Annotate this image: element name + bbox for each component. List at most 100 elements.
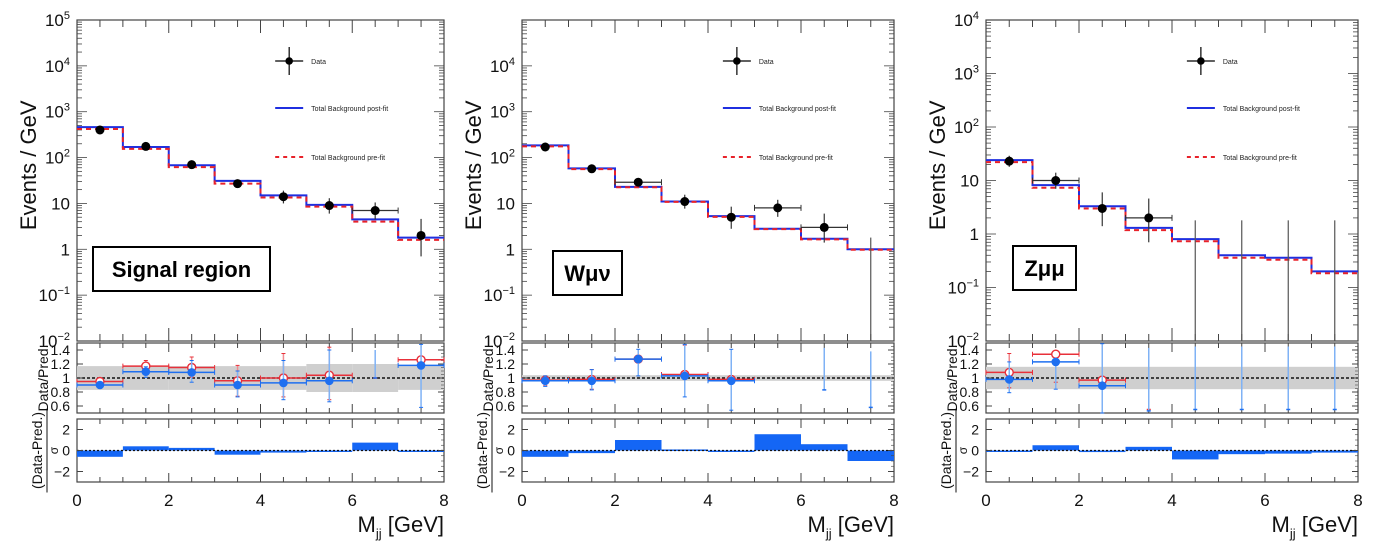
y-tick-exponent: 4 bbox=[64, 56, 70, 68]
pull-bar bbox=[260, 450, 307, 453]
y-tick-exponent: −2 bbox=[502, 331, 515, 343]
pull-bar bbox=[568, 450, 615, 454]
region-label: Wμν bbox=[552, 250, 623, 296]
prefit-histogram bbox=[77, 127, 444, 241]
pull-bar bbox=[986, 450, 1033, 452]
ratio-postfit-point-marker bbox=[416, 361, 426, 370]
x-axis-title: Mjj [GeV] bbox=[358, 512, 444, 541]
ratio-y-axis-title: Data/Pred. bbox=[35, 345, 51, 412]
y-tick-base: 10 bbox=[45, 103, 64, 122]
ratio-postfit-point-marker bbox=[1097, 381, 1107, 391]
pull-y-title-denominator: σ bbox=[956, 446, 970, 454]
legend-label-data: Data bbox=[759, 59, 774, 66]
data-marker bbox=[1097, 203, 1107, 213]
pull-y-tick-label: −2 bbox=[54, 464, 70, 480]
data-point bbox=[95, 125, 105, 135]
data-marker bbox=[540, 142, 550, 152]
data-point bbox=[324, 198, 334, 214]
pull-bar bbox=[1172, 450, 1219, 460]
pull-y-title-numerator: (Data-Pred.) bbox=[474, 412, 490, 489]
y-tick-base: 10 bbox=[490, 57, 509, 76]
y-tick-base: 10 bbox=[39, 286, 58, 305]
pull-bar bbox=[1079, 450, 1126, 453]
pull-pad: −202(Data-Pred.) σ bbox=[938, 408, 1359, 493]
ratio-postfit-point bbox=[661, 343, 709, 398]
pull-bar bbox=[168, 447, 215, 451]
ratio-postfit-point bbox=[868, 351, 873, 409]
ratio-y-tick-label: 0.6 bbox=[960, 398, 980, 414]
ratio-y-tick-label: 1.4 bbox=[51, 342, 71, 358]
y-tick-label: 104 bbox=[490, 56, 515, 76]
pull-bar bbox=[801, 444, 848, 451]
y-tick-base: 10 bbox=[954, 118, 973, 137]
pull-bar bbox=[352, 442, 399, 451]
x-tick-label: 0 bbox=[981, 491, 990, 510]
pull-bar bbox=[708, 450, 755, 452]
legend-entry-prefit: Total Background pre-fit bbox=[722, 155, 833, 162]
ratio-postfit-point-marker bbox=[540, 376, 550, 386]
ratio-postfit-point-marker bbox=[325, 376, 334, 386]
x-tick-label: 6 bbox=[1260, 491, 1269, 510]
x-axis-title-unit: [GeV] bbox=[382, 512, 444, 537]
y-tick-base: 10 bbox=[490, 149, 509, 168]
legend: Data Total Background post-fit Total Backg… bbox=[275, 47, 388, 162]
data-point bbox=[1032, 172, 1080, 189]
x-axis-title-unit: [GeV] bbox=[832, 512, 894, 537]
data-point bbox=[587, 164, 597, 174]
y-tick-base: 1 bbox=[506, 240, 515, 259]
pull-pad: −202(Data-Pred.) σ bbox=[474, 408, 895, 493]
y-tick-label: 103 bbox=[490, 102, 515, 122]
pull-bar bbox=[306, 450, 353, 452]
data-point bbox=[680, 194, 690, 209]
region-label-box bbox=[1012, 245, 1077, 291]
y-tick-exponent: 5 bbox=[64, 10, 70, 22]
data-point bbox=[1097, 192, 1107, 227]
ratio-postfit-point-marker bbox=[633, 354, 643, 364]
data-marker bbox=[141, 141, 151, 151]
y-tick-exponent: −2 bbox=[966, 331, 979, 343]
pull-pad: −202(Data-Pred.) σ bbox=[29, 408, 445, 493]
x-tick-label: 4 bbox=[1167, 491, 1176, 510]
y-axis-title: Events / GeV bbox=[16, 100, 41, 230]
ratio-postfit-point-marker bbox=[1004, 375, 1014, 384]
data-marker bbox=[587, 164, 597, 174]
legend-data-marker bbox=[1197, 57, 1205, 65]
y-tick-label: 10−1 bbox=[39, 285, 70, 305]
pull-bar bbox=[847, 450, 894, 461]
data-marker bbox=[1051, 176, 1061, 185]
pull-bar bbox=[1265, 450, 1312, 454]
y-tick-exponent: 4 bbox=[973, 10, 979, 22]
region-label-text: Wμν bbox=[564, 261, 610, 286]
x-tick-label: 6 bbox=[796, 491, 805, 510]
ratio-postfit-point bbox=[822, 347, 827, 391]
x-tick-label: 2 bbox=[1074, 491, 1083, 510]
y-tick-base: 10 bbox=[948, 332, 967, 351]
data-marker bbox=[370, 206, 380, 216]
y-tick-exponent: −1 bbox=[502, 285, 515, 297]
y-tick-base: 10 bbox=[948, 279, 967, 298]
legend-entry-postfit: Total Background post-fit bbox=[1186, 106, 1300, 113]
y-tick-label: 10−2 bbox=[484, 331, 515, 351]
ratio-postfit-point bbox=[397, 343, 445, 408]
pull-bar bbox=[615, 440, 662, 451]
y-tick-label: 102 bbox=[490, 148, 515, 168]
ratio-y-tick-label: 1 bbox=[971, 370, 979, 386]
data-point bbox=[141, 141, 151, 151]
ratio-y-tick-label: 1.2 bbox=[960, 356, 980, 372]
region-label-box bbox=[92, 246, 271, 292]
legend-entry-prefit: Total Background pre-fit bbox=[1186, 155, 1297, 162]
y-tick-exponent: 3 bbox=[509, 102, 515, 114]
ratio-postfit-point bbox=[1032, 357, 1080, 390]
ratio-y-axis-title: Data/Pred. bbox=[480, 345, 496, 412]
ratio-postfit-point-marker bbox=[95, 380, 105, 390]
ratio-y-tick-label: 0.8 bbox=[51, 384, 71, 400]
data-marker bbox=[324, 201, 334, 211]
y-tick-label: 10 bbox=[960, 172, 979, 191]
pull-y-axis-title: (Data-Pred.) σ bbox=[938, 408, 970, 493]
x-tick-label: 8 bbox=[889, 491, 898, 510]
